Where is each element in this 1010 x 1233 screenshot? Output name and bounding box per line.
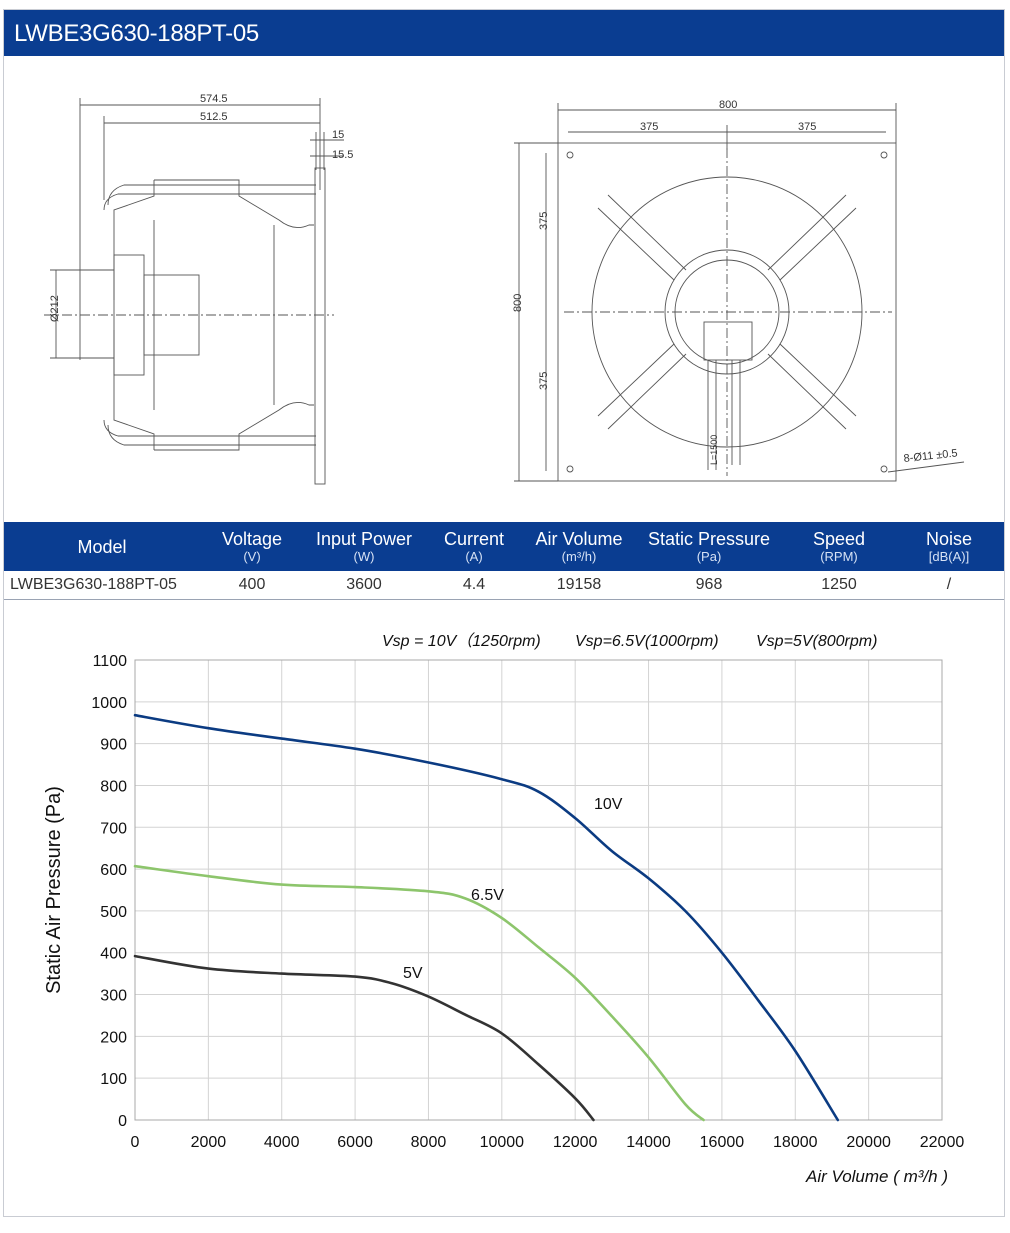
dim-offset: 15.5 (332, 149, 353, 161)
x-tick-label: 18000 (773, 1134, 818, 1151)
chart-svg: 0 2000 4000 6000 8000 10000 12000 14000 16000 180… (43, 632, 964, 1186)
y-tick-label: 300 (100, 988, 127, 1005)
dim-height: 800 (512, 294, 524, 312)
y-tick-label: 600 (100, 862, 127, 879)
x-tick-label: 14000 (626, 1134, 671, 1151)
page-title: LWBE3G630-188PT-05 (14, 20, 259, 47)
x-tick-label: 8000 (411, 1134, 447, 1151)
series-line-10v (133, 713, 840, 1122)
y-tick-label: 100 (100, 1071, 127, 1088)
cell-noise: / (894, 571, 1004, 600)
hole-spec: 8-Ø11 ±0.5 (903, 447, 958, 465)
dim-inner: 512.5 (200, 111, 228, 123)
dim-width: 800 (719, 99, 737, 111)
col-voltage: Voltage (V) (200, 522, 304, 571)
y-tick-label: 200 (100, 1029, 127, 1046)
col-air-volume: Air Volume (m³/h) (524, 522, 634, 571)
dim-diameter: Ø212 (49, 295, 61, 322)
cable-length: L=1500 (709, 435, 719, 465)
dim-overall: 574.5 (200, 93, 228, 105)
col-static-pressure: Static Pressure (Pa) (634, 522, 784, 571)
x-tick-label: 2000 (191, 1134, 227, 1151)
y-tick-label: 1000 (91, 695, 127, 712)
y-tick-label: 500 (100, 904, 127, 921)
x-tick-label: 20000 (846, 1134, 891, 1151)
series-line-6-5v (133, 864, 705, 1122)
page-frame (3, 9, 1005, 1217)
plot-border (134, 659, 943, 1121)
col-input-power: Input Power (W) (304, 522, 424, 571)
legend-6-5v: Vsp=6.5V(1000rpm) (575, 633, 719, 650)
series-lines (133, 713, 840, 1122)
col-noise: Noise [dB(A)] (894, 522, 1004, 571)
spec-table: Model Voltage (V) Input Power (W) Current(… (4, 522, 1004, 600)
y-tick-label: 700 (100, 820, 127, 837)
dim-lower: 375 (538, 372, 550, 390)
chart-grid (134, 659, 943, 1121)
x-tick-label: 22000 (920, 1134, 965, 1151)
spec-header-row: Model Voltage (V) Input Power (W) Current(… (4, 522, 1004, 571)
series-label-10v: 10V (594, 796, 623, 813)
dim-upper: 375 (538, 212, 550, 230)
y-tick-label: 800 (100, 778, 127, 795)
spec-data-row: LWBE3G630-188PT-05 400 3600 4.4 19158 96… (4, 571, 1004, 600)
x-tick-label: 12000 (553, 1134, 598, 1151)
y-axis-label: Static Air Pressure (Pa) (43, 786, 65, 994)
side-view-dimensions: 574.5 512.5 15 15.5 Ø212 (49, 93, 353, 322)
y-tick-label: 900 (100, 737, 127, 754)
tick-labels: 0 2000 4000 6000 8000 10000 12000 14000 16000 180… (91, 653, 964, 1151)
cell-model: LWBE3G630-188PT-05 (4, 571, 200, 600)
series-labels: 10V 6.5V 5V (403, 796, 623, 982)
legend-10v: Vsp = 10V（1250rpm) (382, 632, 541, 650)
y-tick-label: 400 (100, 946, 127, 963)
dim-flange: 15 (332, 129, 344, 141)
dim-left: 375 (640, 121, 658, 133)
dim-right: 375 (798, 121, 816, 133)
cell-voltage: 400 (200, 571, 304, 600)
series-label-5v: 5V (403, 965, 423, 982)
dimension-drawings: 574.5 512.5 15 15.5 Ø212 (44, 93, 965, 485)
col-speed: Speed (RPM) (784, 522, 894, 571)
title-bar: LWBE3G630-188PT-05 (4, 10, 1004, 56)
col-current: Current (A) (424, 522, 524, 571)
x-tick-label: 16000 (700, 1134, 745, 1151)
cell-air-volume: 19158 (524, 571, 634, 600)
x-axis-label: Air Volume ( m³/h ) (805, 1167, 948, 1186)
front-view-dimensions: 800 375 375 800 375 375 8-Ø11 ±0.5 L=150… (512, 99, 958, 465)
x-tick-label: 0 (131, 1134, 140, 1151)
x-tick-label: 6000 (337, 1134, 373, 1151)
x-tick-label: 10000 (480, 1134, 525, 1151)
y-tick-label: 1100 (93, 653, 128, 670)
cell-static-pressure: 968 (634, 571, 784, 600)
cell-current: 4.4 (424, 571, 524, 600)
col-model: Model (4, 522, 200, 571)
performance-chart: 0 2000 4000 6000 8000 10000 12000 14000 16000 180… (4, 610, 1004, 1210)
cell-speed: 1250 (784, 571, 894, 600)
side-view-drawing (44, 98, 344, 485)
front-view-drawing (514, 103, 965, 482)
legend-5v: Vsp=5V(800rpm) (756, 633, 877, 650)
series-label-6-5v: 6.5V (471, 887, 504, 904)
legend: Vsp = 10V（1250rpm) Vsp=6.5V(1000rpm) Vsp… (382, 632, 877, 650)
x-tick-label: 4000 (264, 1134, 300, 1151)
technical-drawing: 574.5 512.5 15 15.5 Ø212 (4, 60, 1004, 520)
y-tick-label: 0 (118, 1113, 127, 1130)
series-line-5v (133, 954, 595, 1122)
cell-input-power: 3600 (304, 571, 424, 600)
